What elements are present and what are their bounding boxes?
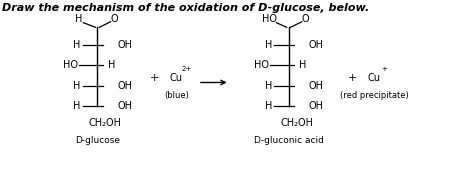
Text: +: + <box>347 73 357 83</box>
Text: H: H <box>108 60 115 70</box>
Text: H: H <box>73 101 81 111</box>
Text: OH: OH <box>309 101 323 111</box>
Text: O: O <box>110 14 118 24</box>
Text: (blue): (blue) <box>164 91 189 100</box>
Text: H: H <box>299 60 306 70</box>
Text: H: H <box>73 40 81 50</box>
Text: OH: OH <box>117 81 132 91</box>
Text: CH₂OH: CH₂OH <box>89 118 122 128</box>
Text: +: + <box>149 73 159 83</box>
Text: HO: HO <box>254 60 269 70</box>
Text: OH: OH <box>309 81 323 91</box>
Text: H: H <box>264 81 272 91</box>
Text: O: O <box>301 14 309 24</box>
Text: H: H <box>264 40 272 50</box>
Text: H: H <box>75 14 82 24</box>
Text: CH₂OH: CH₂OH <box>280 118 313 128</box>
Text: Cu: Cu <box>368 73 381 83</box>
Text: D-gluconic acid: D-gluconic acid <box>254 136 324 145</box>
Text: +: + <box>381 66 387 72</box>
Text: H: H <box>73 81 81 91</box>
Text: OH: OH <box>309 40 323 50</box>
Text: HO: HO <box>63 60 78 70</box>
Text: (red precipitate): (red precipitate) <box>340 91 409 100</box>
Text: OH: OH <box>117 101 132 111</box>
Text: HO: HO <box>262 14 277 24</box>
Text: Cu: Cu <box>170 73 183 83</box>
Text: H: H <box>264 101 272 111</box>
Text: OH: OH <box>117 40 132 50</box>
Text: 2+: 2+ <box>182 66 192 72</box>
Text: Draw the mechanism of the oxidation of D-glucose, below.: Draw the mechanism of the oxidation of D… <box>1 3 369 13</box>
Text: D-glucose: D-glucose <box>75 136 120 145</box>
